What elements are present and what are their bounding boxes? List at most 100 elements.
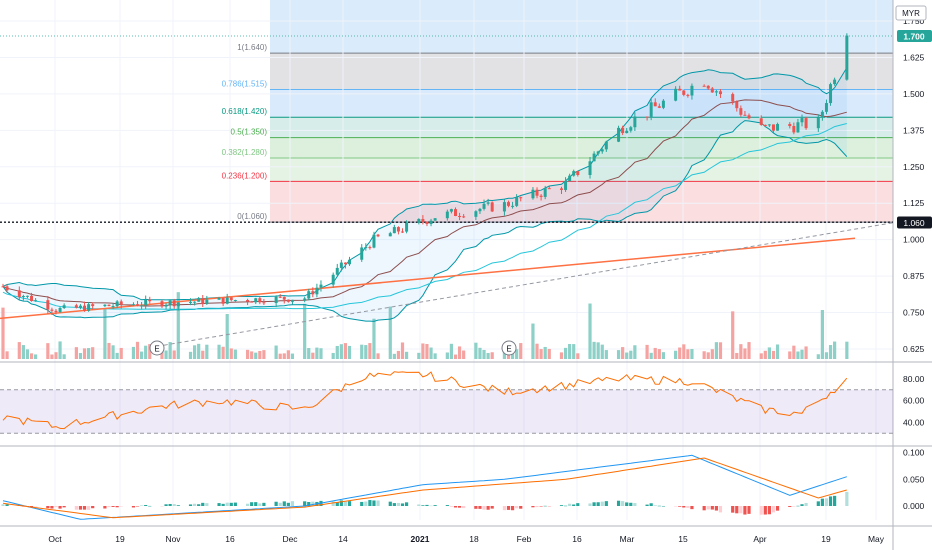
volume-bar bbox=[46, 343, 50, 359]
rsi-band bbox=[0, 389, 893, 434]
macd-histogram-bar bbox=[311, 501, 315, 506]
volume-bar bbox=[621, 347, 625, 359]
candle-body bbox=[205, 299, 209, 304]
rsi-pane bbox=[0, 371, 893, 434]
time-tick-label: 15 bbox=[678, 534, 688, 544]
volume-bar bbox=[103, 309, 107, 359]
candle-body bbox=[482, 203, 486, 209]
macd-histogram-bar bbox=[372, 500, 376, 506]
candle-body bbox=[343, 262, 347, 265]
candle-body bbox=[576, 171, 580, 176]
fib-label-6: 0(1.060) bbox=[237, 212, 267, 221]
volume-bar bbox=[1, 307, 5, 359]
volume-bar bbox=[91, 347, 95, 359]
macd-histogram-bar bbox=[702, 506, 706, 511]
macd-histogram-bar bbox=[290, 501, 295, 506]
fib-label-0: 1(1.640) bbox=[237, 43, 267, 52]
macd-histogram-bar bbox=[303, 501, 307, 506]
volume-bar bbox=[445, 352, 449, 359]
macd-histogram-bar bbox=[282, 501, 286, 506]
candle-body bbox=[286, 299, 290, 302]
time-tick-label: Oct bbox=[48, 534, 62, 544]
macd-histogram-bar bbox=[429, 505, 433, 507]
last-price-badge bbox=[897, 30, 932, 42]
macd-histogram-bar bbox=[547, 506, 551, 508]
candle-body bbox=[714, 91, 718, 93]
candle-body bbox=[315, 287, 319, 295]
earnings-marker-2[interactable]: E bbox=[501, 340, 517, 356]
volume-bar bbox=[563, 347, 568, 359]
candle-body bbox=[511, 205, 515, 207]
volume-bar bbox=[433, 353, 437, 359]
macd-histogram-bar bbox=[710, 506, 714, 510]
candle-body bbox=[376, 234, 380, 237]
macd-histogram-bar bbox=[421, 505, 425, 506]
macd-tick-label: 0.050 bbox=[903, 474, 925, 484]
candle-body bbox=[176, 302, 180, 307]
macd-histogram-bar bbox=[633, 503, 637, 506]
macd-histogram-bar bbox=[339, 500, 343, 506]
candle-body bbox=[731, 94, 735, 102]
macd-histogram-bar bbox=[775, 506, 780, 511]
candle-body bbox=[140, 305, 144, 307]
candle-body bbox=[759, 118, 763, 125]
earnings-marker-1-label: E bbox=[154, 345, 159, 354]
candle-body bbox=[107, 304, 111, 307]
overlay-lines bbox=[0, 35, 894, 349]
macd-histogram-bar bbox=[103, 506, 107, 509]
volume-bar bbox=[657, 349, 661, 359]
candle-body bbox=[539, 195, 543, 197]
macd-histogram-bar bbox=[506, 506, 511, 510]
volume-bar bbox=[201, 350, 205, 359]
volume-bar bbox=[568, 344, 572, 359]
candle-body bbox=[417, 218, 421, 223]
candle-body bbox=[307, 291, 311, 299]
macd-histogram-bar bbox=[449, 506, 454, 507]
candle-body bbox=[119, 301, 123, 305]
macd-pane bbox=[1, 454, 849, 520]
macd-histogram-bar bbox=[331, 501, 335, 506]
macd-histogram-bar bbox=[678, 506, 682, 507]
candle-body bbox=[588, 161, 592, 176]
volume-bar bbox=[763, 350, 767, 359]
volume-bar bbox=[629, 350, 633, 359]
volume-bar bbox=[5, 351, 9, 359]
candle-body bbox=[401, 231, 405, 233]
volume-bar bbox=[29, 353, 34, 359]
rsi-tick-label: 60.00 bbox=[903, 396, 925, 406]
earnings-marker-1[interactable]: E bbox=[149, 340, 165, 356]
macd-histogram-bar bbox=[192, 503, 197, 506]
volume-bar bbox=[710, 349, 714, 359]
volume-bar bbox=[686, 349, 690, 359]
volume-bar bbox=[531, 323, 535, 359]
volume-bar bbox=[800, 349, 804, 359]
macd-histogram-bar bbox=[91, 506, 95, 509]
volume-bar bbox=[559, 352, 564, 359]
macd-histogram-bar bbox=[221, 503, 225, 506]
dashed-trend-line bbox=[149, 222, 894, 349]
macd-histogram-bar bbox=[433, 505, 437, 506]
macd-histogram-bar bbox=[629, 502, 633, 506]
candle-body bbox=[531, 189, 535, 199]
time-tick-label: Mar bbox=[620, 534, 635, 544]
macd-histogram-bar bbox=[502, 506, 507, 511]
candle-body bbox=[339, 262, 343, 268]
candle-body bbox=[360, 247, 364, 260]
volume-bar bbox=[376, 353, 380, 359]
volume-bar bbox=[254, 352, 258, 359]
volume-bar bbox=[490, 352, 494, 359]
candle-body bbox=[604, 141, 608, 150]
candle-body bbox=[368, 247, 372, 249]
macd-histogram-bar bbox=[731, 506, 735, 513]
candle-body bbox=[474, 211, 478, 217]
rsi-tick-label: 40.00 bbox=[903, 417, 925, 427]
candle-body bbox=[290, 299, 294, 302]
macd-histogram-bar bbox=[58, 506, 62, 509]
volume-bar bbox=[845, 341, 849, 359]
volume-bar bbox=[804, 346, 808, 359]
time-tick-label: 2021 bbox=[411, 534, 430, 544]
candle-body bbox=[792, 126, 796, 133]
candle-body bbox=[311, 291, 315, 295]
volume-bar bbox=[792, 345, 796, 359]
candle-body bbox=[633, 116, 637, 128]
